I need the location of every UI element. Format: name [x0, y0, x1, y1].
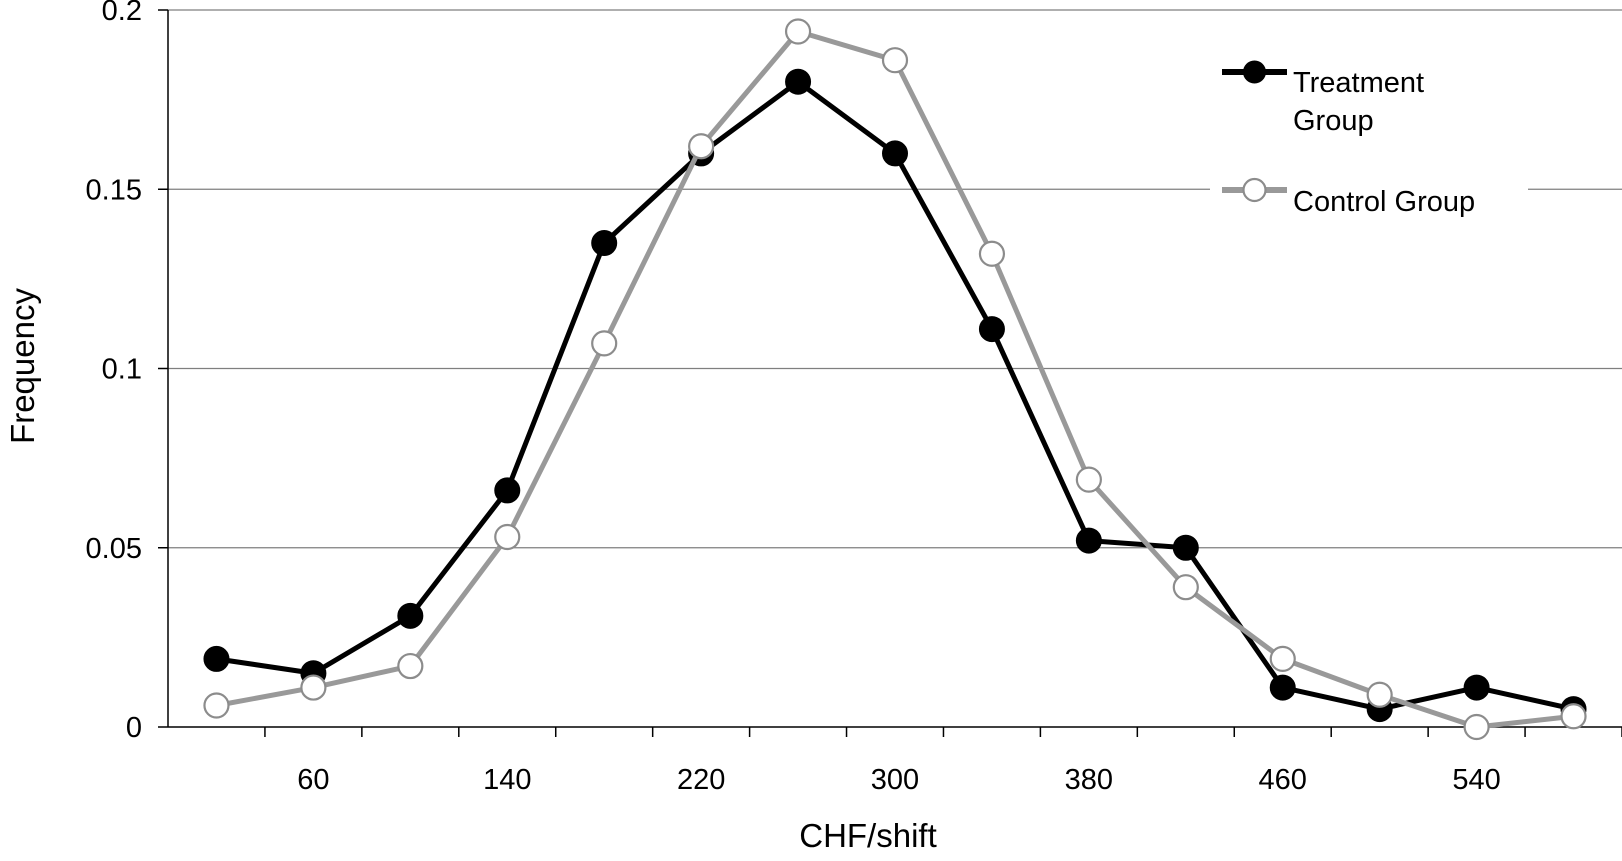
- data-point-treatment: [785, 68, 812, 95]
- data-point-control: [1463, 713, 1490, 741]
- legend-label-treatment: Treatment: [1293, 67, 1424, 99]
- y-tick-label: 0.2: [102, 0, 142, 27]
- data-point-control: [784, 18, 812, 45]
- y-tick-labels: 0 0.05 0.1 0.15 0.2: [86, 0, 142, 744]
- data-point-treatment: [494, 477, 521, 504]
- x-tick-label: 60: [297, 764, 329, 796]
- y-axis-title: Frequency: [4, 288, 41, 444]
- legend: Treatment Group Control Group: [1210, 60, 1528, 225]
- data-point-control: [397, 652, 424, 680]
- y-tick-label: 0.05: [86, 533, 142, 565]
- axes: [158, 9, 1622, 737]
- y-tick-label: 0: [126, 712, 142, 744]
- data-point-treatment: [1075, 527, 1102, 554]
- data-point-control: [881, 47, 909, 74]
- data-point-treatment: [882, 140, 908, 167]
- data-point-control: [591, 330, 618, 357]
- legend-marker-control: [1242, 177, 1267, 203]
- data-point-treatment: [1172, 534, 1199, 561]
- x-tick-label: 300: [871, 764, 919, 796]
- y-tick-label: 0.15: [86, 174, 142, 206]
- data-point-control: [494, 523, 521, 551]
- x-tick-label: 220: [677, 764, 725, 796]
- data-point-treatment: [397, 602, 424, 629]
- data-point-control: [1075, 466, 1102, 493]
- data-point-treatment: [1463, 674, 1490, 701]
- data-point-control: [1269, 645, 1296, 672]
- data-point-control: [1560, 703, 1587, 730]
- x-tick-label: 380: [1065, 764, 1113, 796]
- gridlines: [168, 9, 1622, 549]
- x-tick-labels: 60 140 220 300 380 460 540: [297, 764, 1501, 796]
- y-tick-label: 0.1: [102, 354, 142, 386]
- data-point-control: [1172, 574, 1199, 601]
- x-tick-label: 460: [1259, 764, 1307, 796]
- data-point-control: [978, 240, 1006, 267]
- legend-label-treatment: Group: [1293, 105, 1374, 137]
- x-axis-title: CHF/shift: [799, 817, 937, 854]
- data-point-control: [300, 674, 327, 701]
- data-point-control: [1366, 681, 1393, 708]
- data-point-treatment: [1269, 674, 1296, 701]
- data-point-treatment: [978, 316, 1005, 343]
- x-tick-label: 540: [1452, 764, 1500, 796]
- legend-marker-treatment: [1243, 60, 1266, 84]
- legend-label-control: Control Group: [1293, 186, 1475, 218]
- data-point-control: [203, 692, 230, 719]
- data-point-treatment: [203, 645, 230, 672]
- data-point-treatment: [591, 230, 618, 257]
- data-point-control: [688, 133, 715, 160]
- series: [203, 18, 1587, 741]
- x-tick-label: 140: [483, 764, 531, 796]
